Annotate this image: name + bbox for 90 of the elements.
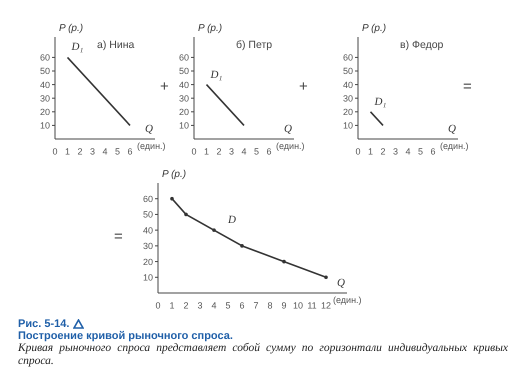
x-tick-label: 2: [380, 146, 386, 156]
x-tick-label: 1: [204, 146, 210, 156]
x-tick-label: 4: [102, 146, 108, 156]
x-tick-label: 6: [430, 146, 436, 156]
x-tick-label: 3: [197, 300, 203, 310]
y-tick-label: 20: [40, 106, 50, 117]
y-tick-label: 30: [178, 93, 189, 104]
x-tick-label: 5: [114, 146, 120, 156]
text: (един.): [137, 141, 166, 151]
series-label: D₁: [374, 96, 386, 108]
chart-title: а) Нина: [97, 39, 134, 51]
y-axis-title: P (р.): [59, 23, 84, 34]
series-label: D: [228, 214, 236, 226]
x-tick-label: 5: [418, 146, 424, 156]
x-tick-label: 4: [211, 300, 217, 310]
y-tick-label: 20: [142, 256, 153, 267]
series-label: D₁: [210, 68, 222, 81]
text: +: [299, 78, 308, 95]
x-tick-label: 0: [52, 146, 58, 156]
x-tick-label: 2: [77, 146, 83, 156]
text: (един.): [440, 141, 469, 151]
point: [324, 275, 328, 280]
text: +: [160, 78, 169, 95]
y-tick-label: 60: [40, 52, 50, 63]
text: Кривая рыночного спроса представляет собой сумму по горизонтали индивидуальных кривых спроса.: [18, 342, 508, 368]
point: [212, 228, 216, 232]
y-axis-title: P (р.): [162, 169, 186, 180]
y-tick-label: 30: [342, 93, 353, 104]
x-tick-label: 2: [183, 300, 189, 310]
x-tick-label: 7: [253, 300, 259, 310]
x-tick-label: 1: [368, 146, 374, 156]
x-tick-label: 4: [241, 146, 247, 156]
point: [170, 196, 174, 201]
x-tick-label: 6: [127, 146, 133, 156]
y-tick-label: 10: [142, 272, 153, 282]
x-axis-title: Q: [145, 123, 153, 135]
y-axis-title: P (р.): [198, 23, 222, 34]
x-tick-label: 12: [320, 300, 332, 310]
x-tick-label: 0: [191, 146, 197, 156]
x-tick-label: 3: [228, 146, 234, 156]
y-tick-label: 10: [342, 120, 353, 131]
x-axis-title: Q: [284, 123, 292, 135]
y-tick-label: 40: [142, 225, 153, 236]
x-tick-label: 6: [239, 300, 245, 310]
x-tick-label: 8: [267, 300, 273, 310]
x-tick-label: 0: [355, 146, 361, 156]
x-tick-label: 5: [225, 300, 231, 310]
text: (един.): [276, 141, 305, 151]
y-tick-label: 50: [342, 66, 353, 76]
text: Рис. 5-14.: [18, 318, 70, 330]
y-tick-label: 30: [40, 93, 50, 104]
x-tick-label: 0: [155, 300, 161, 310]
y-tick-label: 60: [142, 194, 153, 204]
series-label: D₁: [72, 41, 84, 54]
x-tick-label: 2: [216, 146, 222, 156]
x-tick-label: 4: [405, 146, 411, 156]
point: [184, 212, 188, 216]
y-tick-label: 30: [142, 241, 153, 252]
y-axis-title: P (р.): [362, 23, 386, 34]
x-tick-label: 5: [254, 146, 260, 156]
y-tick-label: 60: [342, 52, 353, 63]
x-tick-label: 1: [64, 146, 70, 156]
y-tick-label: 40: [40, 80, 50, 90]
y-tick-label: 40: [178, 80, 189, 90]
y-tick-label: 50: [40, 66, 50, 76]
point: [240, 244, 244, 248]
x-tick-label: 9: [281, 300, 287, 310]
y-tick-label: 20: [342, 106, 353, 117]
x-tick-label: 1: [169, 300, 175, 310]
text: Построение кривой рыночного спроса.: [18, 330, 234, 342]
x-tick-label: 3: [90, 146, 96, 156]
y-tick-label: 50: [178, 66, 189, 76]
text: =: [463, 78, 472, 95]
y-tick-label: 60: [178, 52, 189, 63]
text: (един.): [333, 295, 362, 305]
y-tick-label: 50: [142, 210, 153, 220]
chart-title: в) Федор: [400, 39, 444, 51]
y-tick-label: 20: [178, 106, 189, 117]
y-tick-label: 10: [40, 120, 50, 131]
x-tick-label: 3: [392, 146, 398, 156]
x-axis-title: Q: [448, 123, 456, 135]
text: =: [114, 228, 123, 245]
x-tick-label: 10: [292, 300, 304, 310]
y-tick-label: 10: [178, 120, 189, 131]
x-tick-label: 11: [307, 300, 317, 310]
y-tick-label: 40: [342, 80, 353, 90]
chart-title: б) Петр: [236, 39, 272, 51]
x-axis-title: Q: [337, 277, 345, 289]
x-tick-label: 6: [266, 146, 272, 156]
point: [282, 260, 286, 264]
